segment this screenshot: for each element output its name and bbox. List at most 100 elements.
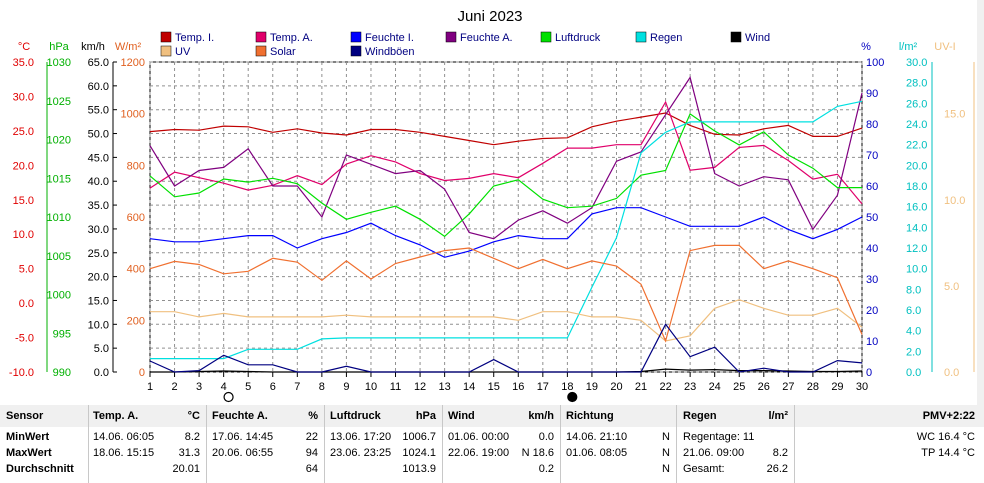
tick-label-pct: 60 [866,181,878,193]
legend-swatch [160,45,172,57]
x-tick-label: 11 [390,381,401,393]
x-tick-label: 22 [659,381,671,393]
axis-unit-hpa: hPa [49,41,69,53]
tick-label-lm2: 8.0 [906,284,921,296]
tick-label-lm2: 18.0 [906,181,927,193]
tick-label-pct: 90 [866,88,878,100]
tick-label-kmh: 25.0 [88,248,109,260]
tick-label-kmh: 20.0 [88,272,109,284]
scrollbar[interactable] [977,0,984,405]
tick-label-hpa: 1005 [47,251,71,263]
header-druck-unit: hPa [415,410,436,422]
header-pmv: PMV+2:22 [922,410,975,422]
legend-label: Temp. I. [175,32,214,44]
regen-max-value: 8.2 [772,447,788,459]
axis-unit-lm2: l/m² [899,41,918,53]
header-feuchte: Feuchte A. [212,410,268,422]
axis-unit-wm2: W/m² [115,41,142,53]
tick-label-kmh: 55.0 [88,105,109,117]
druck-min-date: 13.06. 17:20 [330,431,392,443]
new-moon-icon [567,391,578,403]
tick-label-pct: 10 [866,336,878,348]
tick-label-kmh: 10.0 [88,319,109,331]
tick-label-lm2: 10.0 [906,264,927,276]
x-tick-label: 21 [635,381,647,393]
axes: -10.0-5.00.05.010.015.020.025.030.035.0°… [9,41,975,393]
tick-label-pct: 80 [866,119,878,131]
panel-extra: PMV+2:22 WC 16.4 °C TP 14.4 °C [795,405,977,483]
extra-wc: WC 16.4 °C [916,431,975,443]
tick-label-uv: 5.0 [944,281,959,293]
tick-label-lm2: 14.0 [906,222,927,234]
regen-total-value: 26.2 [766,463,788,475]
x-tick-label: 15 [488,381,500,393]
x-tick-label: 16 [512,381,524,393]
tick-label-temp: 0.0 [19,298,34,310]
panel-sensor: Sensor MinWert MaxWert Durchschnitt [0,405,89,483]
tick-label-lm2: 24.0 [906,119,927,131]
series-line-solar [149,244,863,343]
series-group [149,76,863,373]
x-tick-label: 9 [343,381,349,393]
tick-label-kmh: 50.0 [88,129,109,141]
temp-max-value: 31.3 [178,447,200,459]
series-line-wind [150,368,863,373]
temp-min-date: 14.06. 06:05 [93,431,155,443]
regen-total-label: Gesamt: [683,463,725,475]
header-regen: Regen [683,410,717,422]
x-tick-label: 7 [294,381,300,393]
tick-label-pct: 40 [866,243,878,255]
panel-druck: Luftdruck hPa 13.06. 17:20 1006.7 23.06.… [325,405,443,483]
feuchte-avg-value: 64 [305,463,318,475]
series-line-regen [150,100,863,360]
x-tick-label: 12 [414,381,426,393]
richtung-min-value: N [662,431,670,443]
tick-label-kmh: 45.0 [88,152,109,164]
druck-min-value: 1006.7 [402,431,436,443]
regen-days: Regentage: 11 [683,431,755,443]
x-tick-label: 17 [537,381,549,393]
tick-label-kmh: 65.0 [88,57,109,69]
tick-label-hpa: 1010 [47,212,71,224]
tick-label-temp: 35.0 [13,57,34,69]
panel-temp: Temp. A. °C 14.06. 06:05 8.2 18.06. 15:1… [89,405,207,483]
x-tick-label: 6 [270,381,276,393]
tick-label-hpa: 990 [53,367,71,379]
legend-label: Regen [650,32,682,44]
tick-label-wm2: 1000 [121,109,145,121]
tick-label-pct: 100 [866,57,884,69]
x-tick-label: 2 [171,381,177,393]
tick-label-pct: 30 [866,274,878,286]
tick-label-kmh: 30.0 [88,224,109,236]
header-wind-unit: km/h [528,410,554,422]
legend-swatch [635,31,647,43]
tick-label-temp: 25.0 [13,126,34,138]
plot-area [149,61,863,373]
tick-label-kmh: 60.0 [88,81,109,93]
header-regen-unit: l/m² [768,410,788,422]
legend-swatch [350,45,362,57]
feuchte-max-value: 94 [305,447,318,459]
tick-label-temp: 30.0 [13,91,34,103]
wind-avg-value: 0.2 [538,463,554,475]
header-wind: Wind [448,410,475,422]
tick-label-lm2: 6.0 [906,305,921,317]
header-temp-unit: °C [187,410,200,422]
row-label-min: MinWert [6,431,50,443]
richtung-avg-value: N [662,463,670,475]
temp-min-value: 8.2 [184,431,200,443]
panel-regen: Regen l/m² Regentage: 11 21.06. 09:00 8.… [677,405,795,483]
richtung-max-value: N [662,447,670,459]
series-line-temp-a- [149,100,863,205]
tick-label-pct: 70 [866,150,878,162]
extra-tp: TP 14.4 °C [921,447,975,459]
tick-label-hpa: 1025 [47,96,71,108]
x-tick-label: 13 [438,381,450,393]
legend-swatch [255,31,267,43]
x-tick-label: 3 [196,381,202,393]
x-tick-label: 10 [365,381,377,393]
tick-label-lm2: 16.0 [906,202,927,214]
tick-label-lm2: 20.0 [906,160,927,172]
x-tick-label: 4 [221,381,227,393]
tick-label-lm2: 0.0 [906,367,921,379]
